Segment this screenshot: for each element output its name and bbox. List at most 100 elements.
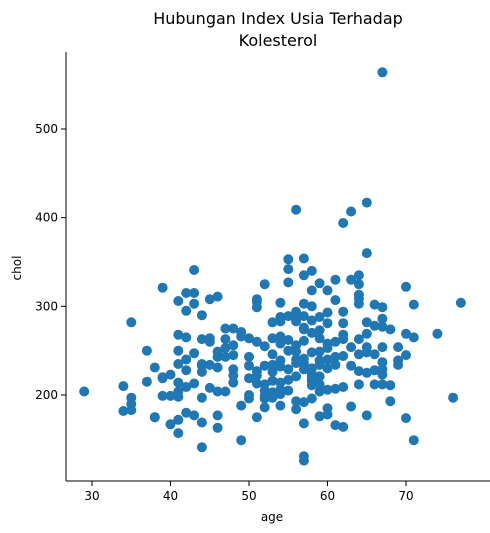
data-point bbox=[298, 335, 309, 346]
data-point bbox=[236, 400, 247, 411]
data-point bbox=[212, 410, 223, 421]
data-point bbox=[338, 306, 349, 317]
data-point bbox=[173, 428, 184, 439]
data-point bbox=[251, 336, 262, 347]
data-point bbox=[377, 313, 388, 324]
data-point bbox=[353, 379, 364, 390]
chart-title-line-1: Hubungan Index Usia Terhadap bbox=[153, 9, 403, 28]
data-point bbox=[275, 389, 286, 400]
data-point bbox=[346, 360, 357, 371]
data-point bbox=[377, 379, 388, 390]
data-point bbox=[275, 377, 286, 388]
data-point bbox=[346, 401, 357, 412]
x-tick-label: 50 bbox=[241, 489, 256, 503]
y-ticks: 200 300 400 500 bbox=[35, 122, 66, 402]
data-point bbox=[314, 333, 325, 344]
data-point bbox=[314, 325, 325, 336]
data-point bbox=[228, 350, 239, 361]
data-point bbox=[369, 320, 380, 331]
data-point bbox=[165, 419, 176, 430]
data-point bbox=[298, 311, 309, 322]
data-point bbox=[291, 371, 302, 382]
data-point bbox=[126, 317, 137, 328]
data-point bbox=[385, 324, 396, 335]
data-point bbox=[283, 254, 294, 265]
data-point bbox=[298, 455, 309, 466]
data-point bbox=[291, 404, 302, 415]
data-point bbox=[369, 379, 380, 390]
data-point bbox=[236, 435, 247, 446]
data-point bbox=[306, 301, 317, 312]
data-point bbox=[330, 359, 341, 370]
data-point bbox=[385, 380, 396, 391]
data-point bbox=[369, 365, 380, 376]
data-point bbox=[330, 295, 341, 306]
data-point bbox=[346, 206, 357, 217]
data-point bbox=[306, 393, 317, 404]
data-point bbox=[322, 318, 333, 329]
data-point bbox=[275, 361, 286, 372]
data-point bbox=[408, 332, 419, 343]
data-point bbox=[189, 265, 200, 275]
data-point bbox=[220, 343, 231, 353]
y-tick-label: 500 bbox=[35, 122, 58, 136]
data-point bbox=[118, 406, 129, 416]
data-point bbox=[173, 391, 184, 402]
data-point bbox=[228, 323, 239, 334]
data-point bbox=[401, 328, 411, 339]
data-point bbox=[251, 302, 262, 313]
data-point bbox=[196, 366, 207, 377]
chart-title-line-2: Kolesterol bbox=[239, 31, 318, 50]
data-point bbox=[267, 317, 278, 328]
x-tick-label: 30 bbox=[84, 489, 99, 503]
data-point bbox=[385, 396, 396, 407]
data-point bbox=[204, 336, 215, 347]
data-point bbox=[189, 298, 200, 309]
data-point bbox=[220, 323, 231, 334]
data-point bbox=[212, 422, 223, 433]
data-point bbox=[346, 274, 357, 285]
data-point bbox=[228, 370, 239, 381]
data-point bbox=[314, 386, 325, 397]
data-point bbox=[393, 342, 404, 353]
data-point bbox=[298, 298, 309, 309]
data-point bbox=[338, 318, 349, 329]
data-point bbox=[314, 371, 325, 382]
data-point bbox=[126, 405, 137, 416]
data-point bbox=[283, 335, 294, 345]
data-point bbox=[298, 324, 309, 335]
y-tick-label: 400 bbox=[35, 211, 58, 225]
data-point bbox=[275, 331, 286, 342]
data-point bbox=[149, 362, 160, 373]
data-point bbox=[408, 299, 419, 310]
data-point bbox=[377, 357, 388, 368]
data-point bbox=[244, 393, 254, 404]
data-point bbox=[220, 334, 231, 345]
data-point bbox=[306, 347, 317, 358]
data-point bbox=[322, 285, 333, 296]
data-point bbox=[181, 382, 192, 392]
data-point bbox=[353, 298, 364, 309]
data-point bbox=[361, 248, 372, 259]
data-point bbox=[361, 347, 372, 358]
data-point bbox=[306, 327, 317, 338]
data-point bbox=[141, 376, 152, 387]
data-point bbox=[338, 421, 349, 432]
data-point bbox=[330, 383, 341, 394]
data-point bbox=[181, 332, 192, 343]
data-point bbox=[298, 253, 309, 264]
data-point bbox=[181, 407, 192, 418]
data-point bbox=[401, 281, 411, 292]
data-point bbox=[244, 360, 254, 371]
data-point bbox=[322, 384, 333, 395]
data-point bbox=[353, 349, 364, 360]
data-point bbox=[330, 420, 341, 431]
data-point bbox=[220, 386, 231, 397]
data-point bbox=[377, 369, 388, 380]
data-point bbox=[79, 386, 90, 397]
data-point bbox=[157, 282, 168, 293]
data-point bbox=[189, 410, 200, 421]
data-point bbox=[267, 392, 278, 403]
data-point bbox=[157, 390, 168, 401]
